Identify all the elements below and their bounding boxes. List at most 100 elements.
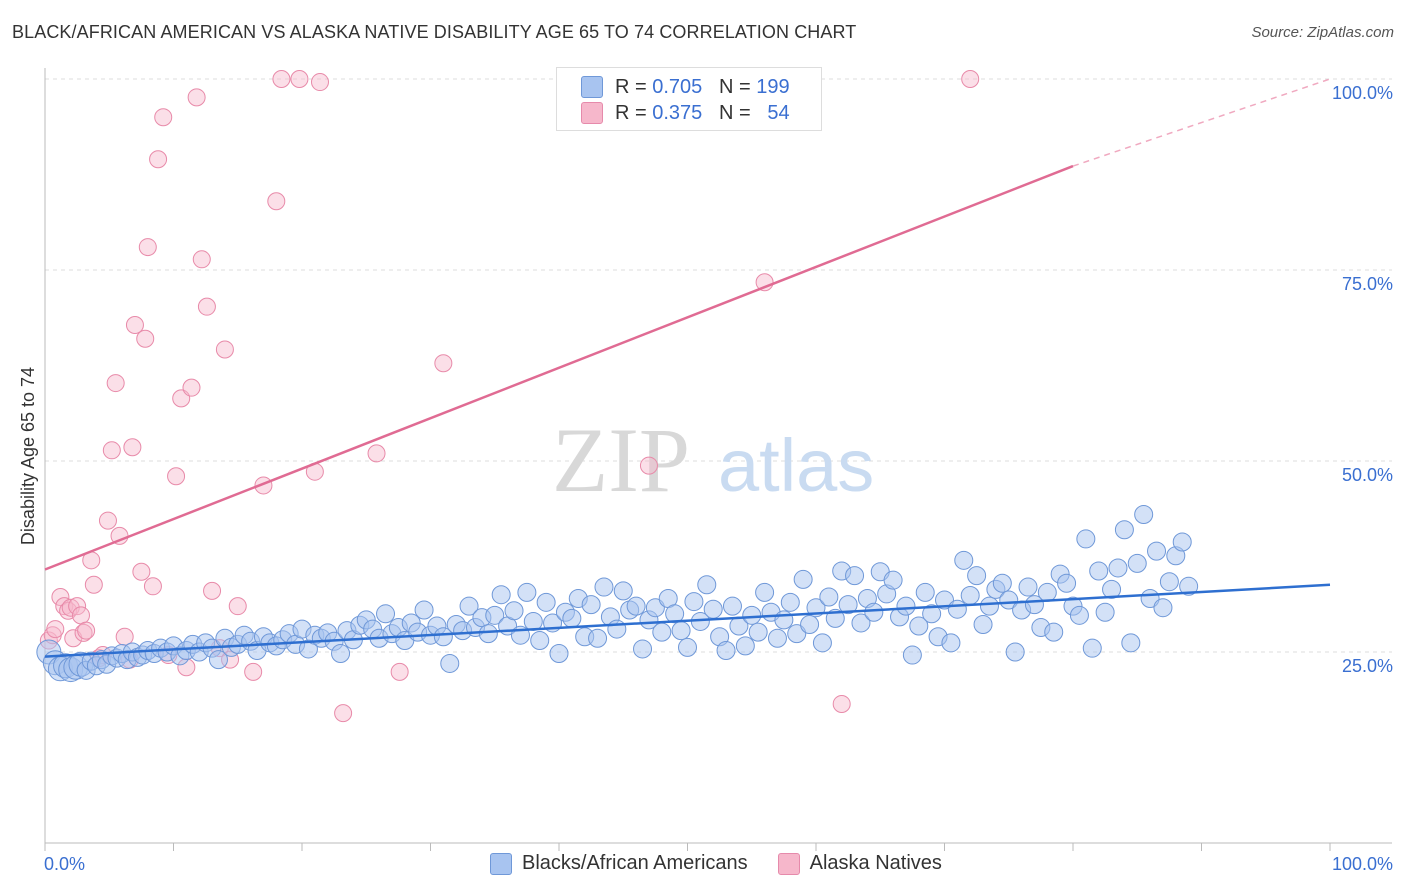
data-point-blacks	[1121, 633, 1141, 653]
stats-legend: R = 0.705 N = 199 R = 0.375 N = 54	[556, 67, 822, 131]
data-point-blacks	[793, 569, 813, 589]
data-point-blacks	[954, 550, 974, 570]
legend-item-blacks[interactable]: Blacks/African Americans	[490, 852, 748, 875]
source-label: Source: ZipAtlas.com	[1251, 24, 1394, 41]
r-value: 0.705	[652, 75, 703, 98]
pink-swatch	[581, 102, 603, 124]
chart-title: BLACK/AFRICAN AMERICAN VS ALASKA NATIVE …	[12, 22, 857, 42]
data-point-alaska-natives	[77, 621, 96, 640]
data-point-blacks	[909, 616, 929, 636]
data-point-alaska-natives	[167, 467, 186, 486]
data-point-alaska-natives	[215, 340, 234, 359]
data-point-alaska-natives	[61, 598, 80, 617]
data-point-blacks	[1082, 638, 1102, 658]
data-point-blacks	[1179, 576, 1199, 596]
data-point-blacks	[1108, 558, 1128, 578]
data-point-blacks	[845, 566, 865, 586]
y-tick-label: 25.0%	[1342, 656, 1393, 676]
x-tick-label: 100.0%	[1332, 854, 1393, 874]
data-point-blacks	[1147, 541, 1167, 561]
data-point-blacks	[992, 573, 1012, 593]
data-point-alaska-natives	[98, 511, 117, 530]
data-point-alaska-natives	[267, 192, 286, 211]
data-point-blacks	[716, 640, 736, 660]
data-point-alaska-natives	[290, 70, 309, 88]
data-point-alaska-natives	[138, 238, 157, 257]
data-point-alaska-natives	[46, 620, 65, 639]
data-point-blacks	[478, 624, 498, 644]
trend-lines	[44, 78, 1331, 658]
data-point-alaska-natives	[71, 606, 90, 625]
data-point-blacks	[504, 601, 524, 621]
data-point-blacks	[671, 621, 691, 641]
data-point-blacks	[613, 581, 633, 601]
data-point-blacks	[626, 596, 646, 616]
y-axis-label: Disability Age 65 to 74	[18, 367, 38, 545]
data-point-blacks	[1044, 622, 1064, 642]
trend-line-blacks	[44, 583, 1331, 658]
data-point-alaska-natives	[390, 662, 409, 681]
n-value: 54	[767, 101, 790, 124]
legend-label: Alaska Natives	[809, 852, 942, 874]
y-tick-label: 50.0%	[1342, 465, 1393, 485]
data-point-alaska-natives	[434, 354, 453, 373]
data-point-blacks	[530, 631, 550, 651]
data-point-blacks	[1018, 577, 1038, 597]
data-point-blacks	[1102, 579, 1122, 599]
data-point-blacks	[748, 622, 768, 642]
data-point-alaska-natives	[187, 88, 206, 107]
data-point-alaska-natives	[123, 438, 142, 457]
data-point-blacks	[588, 628, 608, 648]
data-point-blacks	[1057, 573, 1077, 593]
data-point-blacks	[960, 585, 980, 605]
data-point-blacks	[722, 596, 742, 616]
data-point-blacks	[922, 604, 942, 624]
data-point-blacks	[697, 575, 717, 595]
r-label: R =	[615, 75, 647, 98]
legend-item-alaska-natives[interactable]: Alaska Natives	[777, 852, 942, 875]
trend-line-alaska-natives-extension	[1072, 78, 1331, 167]
data-point-alaska-natives	[197, 297, 216, 316]
data-point-blacks	[883, 570, 903, 590]
data-point-alaska-natives	[192, 250, 211, 269]
n-label: N =	[718, 101, 751, 124]
data-point-blacks	[1153, 598, 1173, 618]
data-point-blacks	[819, 587, 839, 607]
data-point-blacks	[652, 622, 672, 642]
data-point-blacks	[414, 600, 434, 620]
n-value: 199	[756, 75, 790, 98]
data-point-alaska-natives	[84, 575, 103, 594]
data-point-blacks	[774, 610, 794, 630]
data-point-blacks	[935, 590, 954, 610]
data-point-alaska-natives	[125, 316, 144, 335]
blue-swatch	[490, 852, 512, 875]
data-point-blacks	[633, 639, 653, 659]
data-point-alaska-natives	[132, 562, 151, 581]
data-point-blacks	[999, 590, 1019, 610]
data-point-blacks	[947, 599, 967, 619]
legend-label: Blacks/African Americans	[522, 852, 748, 874]
data-point-blacks	[838, 595, 858, 615]
data-point-blacks	[376, 604, 396, 624]
data-point-blacks	[485, 605, 505, 625]
data-point-blacks	[678, 637, 697, 657]
data-point-blacks	[581, 595, 601, 615]
data-point-alaska-natives	[639, 456, 658, 475]
data-point-blacks	[665, 604, 685, 624]
data-point-blacks	[864, 602, 884, 622]
data-point-blacks	[208, 650, 228, 670]
x-tick-label: 0.0%	[44, 854, 85, 874]
blue-swatch	[581, 76, 603, 98]
data-point-blacks	[684, 592, 704, 612]
data-point-alaska-natives	[832, 694, 851, 713]
data-point-blacks	[800, 614, 820, 634]
y-tick-label: 100.0%	[1332, 83, 1393, 103]
data-point-blacks	[851, 613, 871, 633]
n-label: N =	[718, 75, 751, 98]
data-point-alaska-natives	[310, 73, 329, 92]
data-point-alaska-natives	[228, 597, 247, 616]
watermark-zip: ZIP	[552, 409, 690, 511]
data-point-blacks	[594, 577, 614, 597]
data-point-blacks	[902, 645, 922, 665]
